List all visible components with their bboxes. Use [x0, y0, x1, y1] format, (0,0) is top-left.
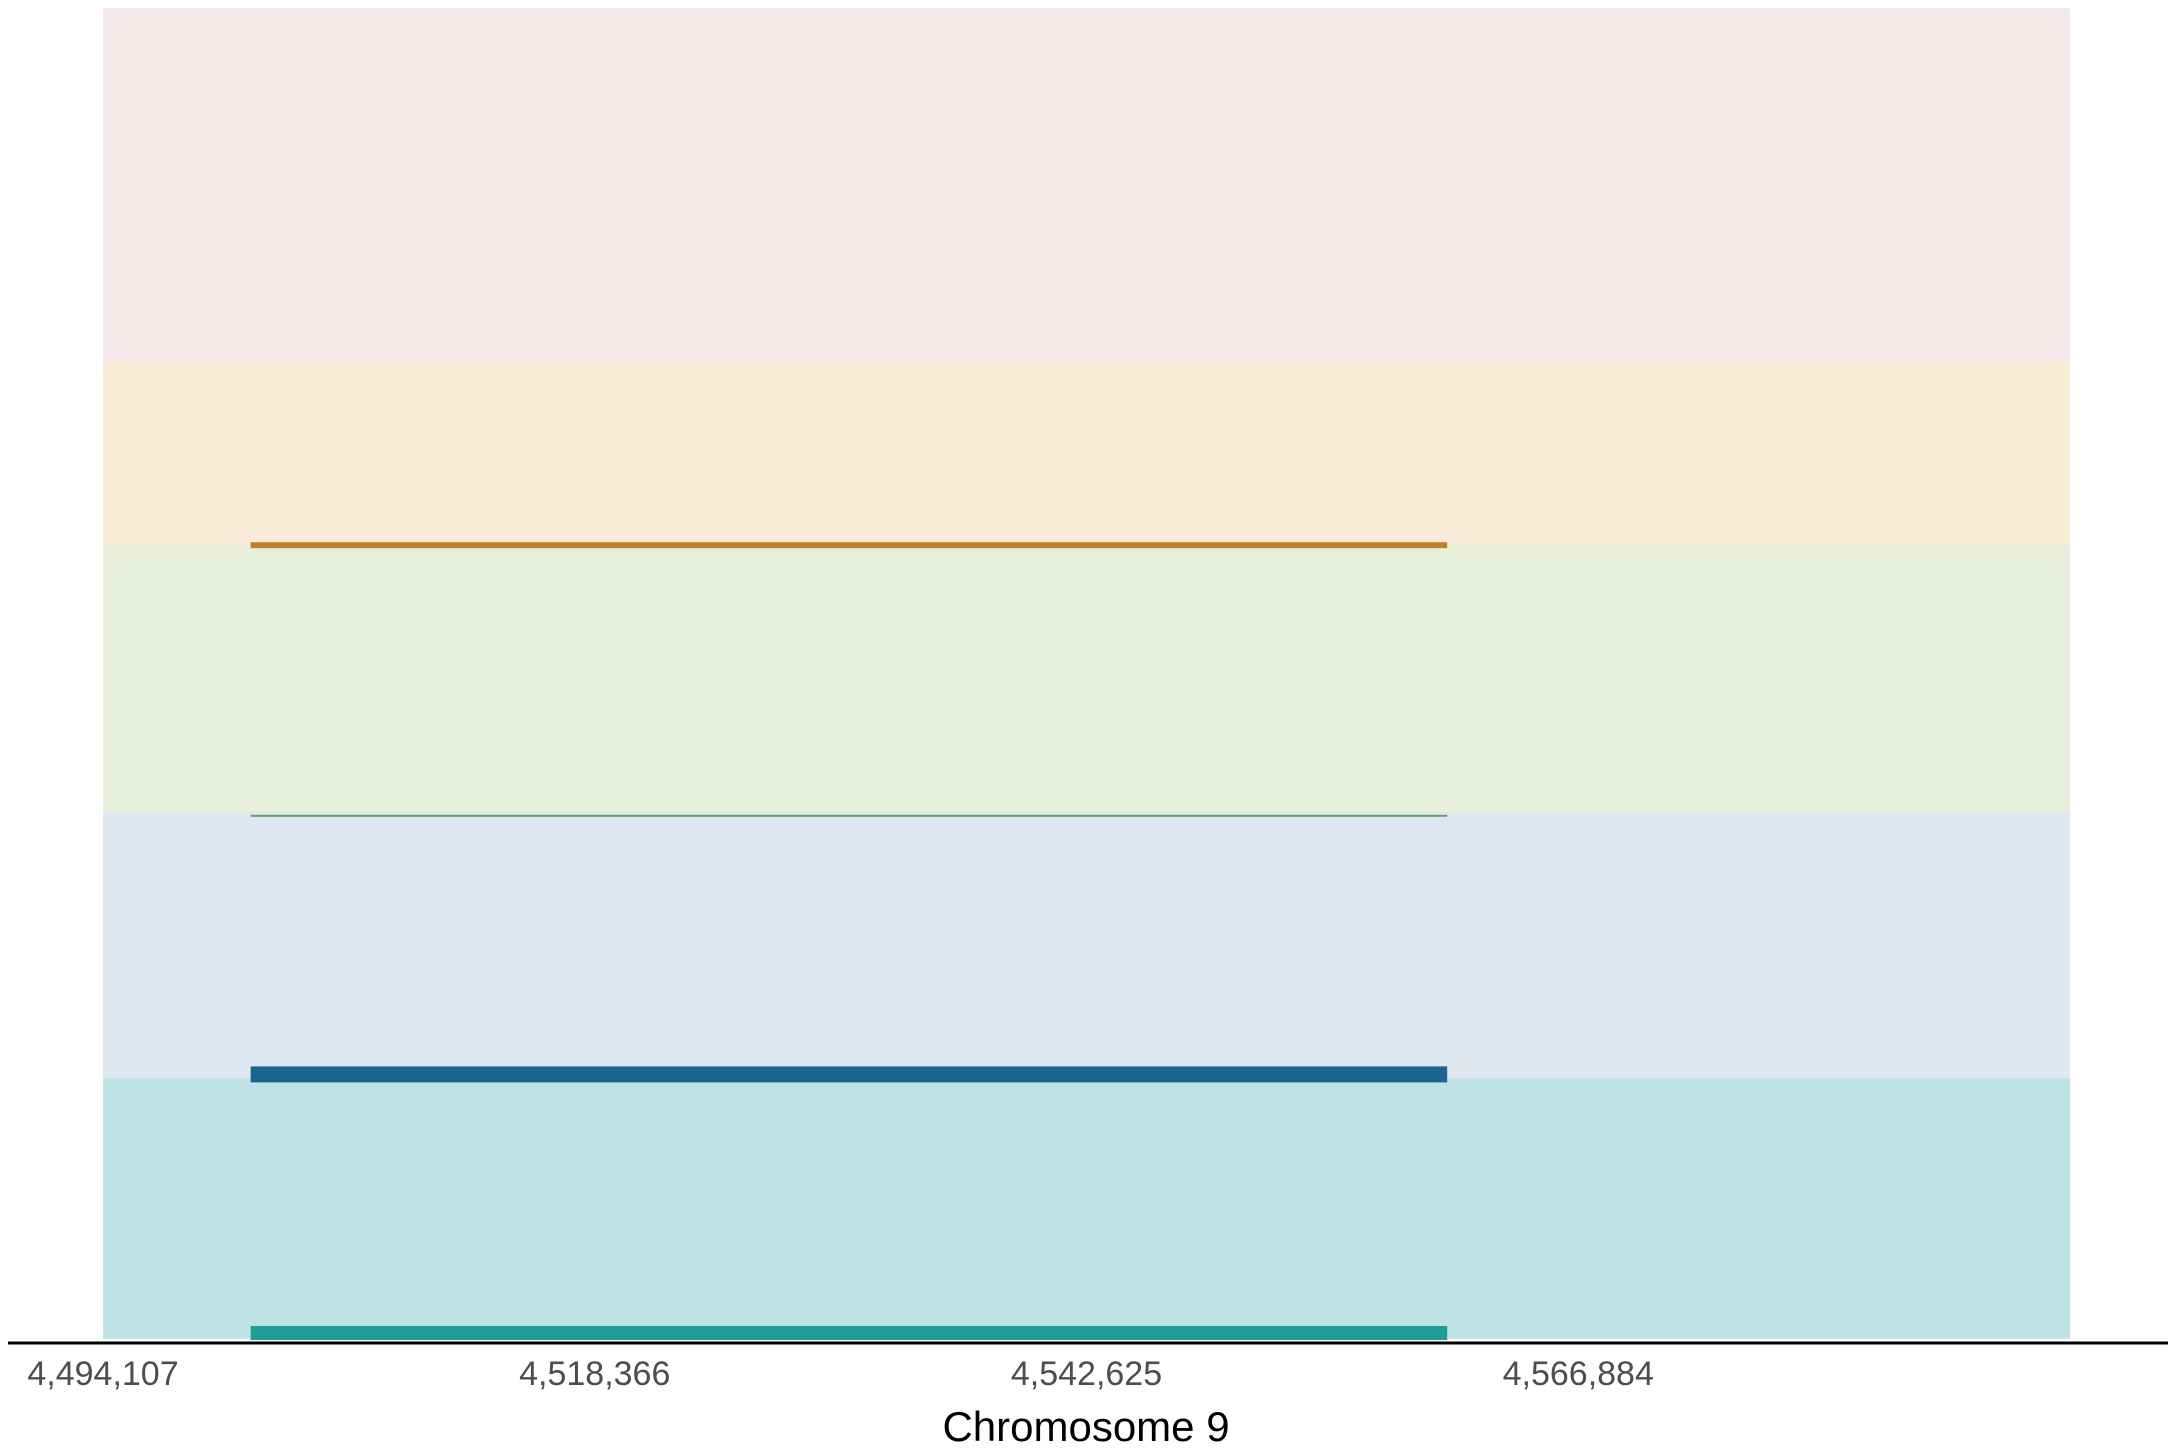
track-background-4 [103, 811, 2070, 1079]
track-backgrounds [103, 8, 2070, 1339]
track-background-2 [103, 361, 2070, 546]
series-group [250, 542, 1448, 1341]
x-axis-title: Chromosome 9 [942, 1403, 1229, 1450]
series-line-2 [250, 814, 1448, 817]
x-tick-label: 4,518,366 [519, 1355, 670, 1393]
track-background-3 [103, 545, 2070, 813]
x-tick-label: 4,566,884 [1503, 1355, 1654, 1393]
series-line-4 [250, 1326, 1448, 1341]
series-line-3 [250, 1066, 1448, 1083]
x-axis-ticks: 4,494,107 4,518,366 4,542,625 4,566,884 [27, 1355, 1654, 1393]
x-tick-label: 4,494,107 [27, 1355, 178, 1393]
track-background-5 [103, 1078, 2070, 1339]
x-tick-label: 4,542,625 [1011, 1355, 1162, 1393]
track-background-1 [103, 8, 2070, 362]
series-line-1 [250, 542, 1448, 549]
